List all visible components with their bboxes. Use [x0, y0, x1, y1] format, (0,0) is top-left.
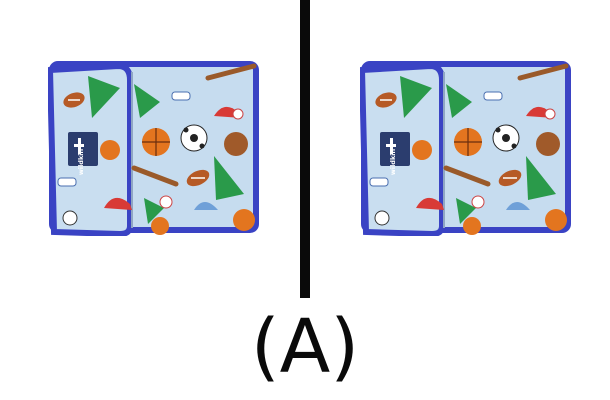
- center-divider: [300, 0, 310, 298]
- brand-label: wildkin: [389, 148, 397, 175]
- option-label: (A): [250, 304, 360, 390]
- brand-label: wildkin: [77, 148, 85, 175]
- lunch-pouch-image-left: wildkin: [48, 58, 260, 236]
- lunch-pouch-image-right: wildkin: [360, 58, 572, 236]
